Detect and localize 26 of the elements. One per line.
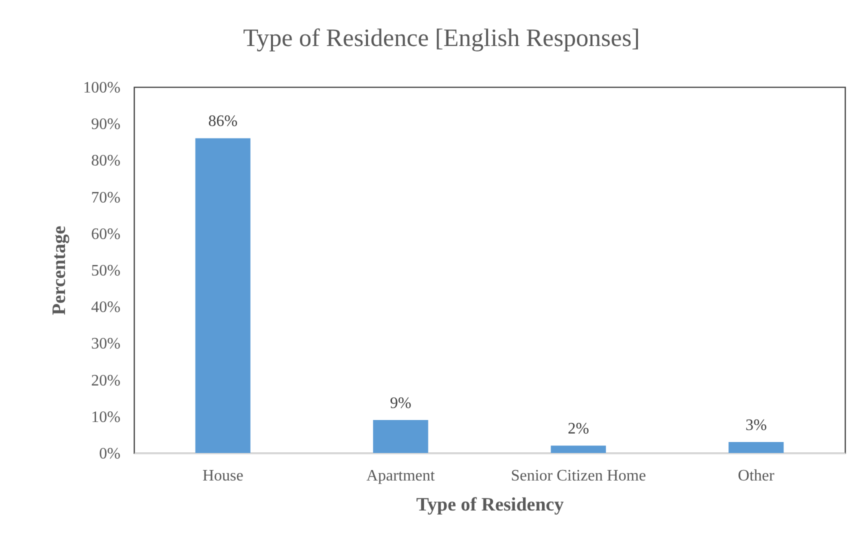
y-tick-label: 70% xyxy=(91,189,120,206)
x-tick-label: Other xyxy=(738,468,776,484)
bar xyxy=(550,446,606,453)
data-label: 2% xyxy=(568,420,590,438)
x-axis-title: Type of Residency xyxy=(416,494,564,516)
x-tick-label: House xyxy=(202,468,244,484)
x-tick-label: Apartment xyxy=(366,468,436,484)
y-tick-label: 80% xyxy=(91,152,120,170)
y-tick-label: 100% xyxy=(83,80,120,96)
bar xyxy=(373,420,428,453)
y-axis-title: Percentage xyxy=(49,226,70,316)
data-label: 86% xyxy=(208,113,238,130)
y-tick-label: 60% xyxy=(91,226,120,243)
y-tick-label: 10% xyxy=(91,408,120,426)
data-label: 3% xyxy=(745,417,767,434)
y-tick-label: 40% xyxy=(91,299,120,316)
chart-title: Type of Residence [English Responses] xyxy=(243,25,640,52)
x-tick-label: Senior Citizen Home xyxy=(510,468,646,484)
y-tick-label: 30% xyxy=(91,336,120,353)
y-tick-label: 20% xyxy=(91,372,120,390)
bar xyxy=(728,442,784,453)
y-tick-label: 50% xyxy=(91,262,120,280)
data-label: 9% xyxy=(390,395,412,412)
bar xyxy=(195,138,250,453)
y-tick-label: 90% xyxy=(91,116,120,134)
y-tick-label: 0% xyxy=(99,446,120,462)
